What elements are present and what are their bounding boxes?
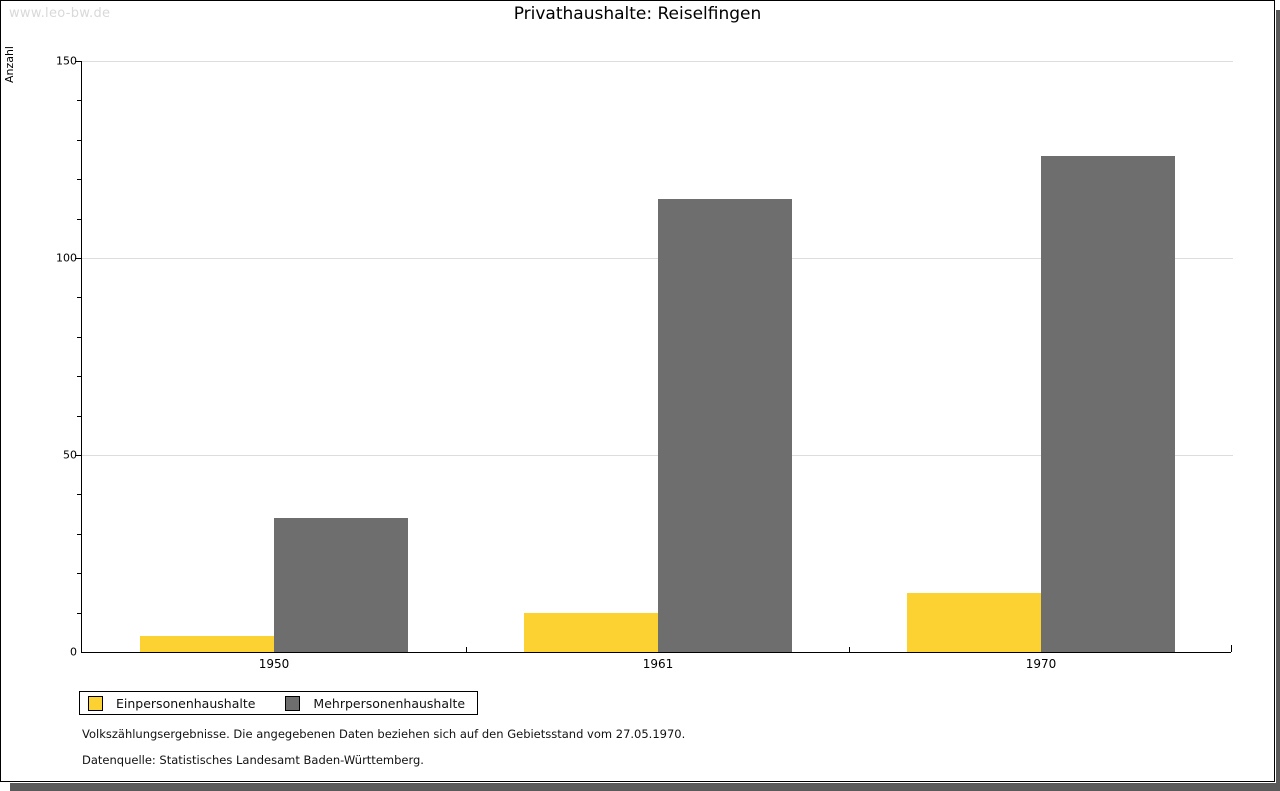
y-minor-tick-140 — [77, 100, 81, 102]
y-minor-tick-40 — [77, 494, 81, 496]
y-minor-tick-20 — [77, 573, 81, 575]
bar-1961-einpersonenhaushalte — [524, 613, 658, 652]
x-category-label-1950: 1950 — [258, 657, 290, 671]
y-major-tick-100 — [75, 258, 81, 259]
x-category-label-1961: 1961 — [642, 657, 674, 671]
y-major-tick-150 — [75, 61, 81, 62]
y-minor-tick-110 — [77, 218, 81, 220]
gridline-y-100 — [82, 258, 1233, 259]
bar-1970-mehrpersonenhaushalte — [1041, 156, 1175, 652]
y-minor-tick-70 — [77, 376, 81, 378]
x-axis-line — [81, 652, 1231, 653]
chart-title: Privathaushalte: Reiselfingen — [513, 4, 762, 24]
legend-item-mehrpersonenhaushalte: Mehrpersonenhaushalte — [285, 695, 466, 711]
y-axis-label: Anzahl — [3, 46, 16, 84]
y-tick-label-0: 0 — [70, 645, 77, 659]
bar-1950-einpersonenhaushalte — [140, 636, 274, 652]
bar-1961-mehrpersonenhaushalte — [658, 199, 792, 652]
y-minor-tick-120 — [77, 179, 81, 181]
y-minor-tick-10 — [77, 612, 81, 614]
legend-swatch-gray — [285, 695, 301, 711]
watermark-text: www.leo-bw.de — [9, 6, 111, 21]
gridline-y-150 — [82, 61, 1233, 62]
x-boundary-tick-1 — [466, 647, 467, 652]
gridline-y-50 — [82, 455, 1233, 456]
bar-1970-einpersonenhaushalte — [907, 593, 1041, 652]
y-axis-line — [81, 61, 82, 652]
y-minor-tick-30 — [77, 533, 81, 535]
y-tick-label-50: 50 — [63, 448, 77, 462]
footnote-datenquelle: Datenquelle: Statistisches Landesamt Bad… — [82, 753, 424, 767]
x-category-label-1970: 1970 — [1025, 657, 1057, 671]
legend-swatch-yellow — [88, 695, 103, 711]
y-minor-tick-60 — [77, 415, 81, 417]
y-major-tick-50 — [75, 455, 81, 456]
y-tick-label-100: 100 — [56, 251, 77, 265]
legend: Einpersonenhaushalte Mehrpersonenhaushal… — [79, 691, 479, 715]
y-minor-tick-90 — [77, 297, 81, 299]
page-shadow-right — [1276, 10, 1280, 791]
y-minor-tick-80 — [77, 336, 81, 338]
plot-area: 0 50 100 150 1950 1961 1970 — [56, 55, 1233, 671]
legend-item-einpersonenhaushalte: Einpersonenhaushalte — [88, 695, 256, 711]
legend-label: Mehrpersonenhaushalte — [313, 695, 466, 711]
legend-label: Einpersonenhaushalte — [116, 695, 256, 711]
x-boundary-tick-2 — [849, 647, 850, 652]
y-tick-label-150: 150 — [56, 54, 77, 68]
y-minor-tick-130 — [77, 139, 81, 141]
footnote-gebietsstand: Volkszählungsergebnisse. Die angegebenen… — [82, 727, 686, 741]
x-axis-end-tick — [1231, 645, 1232, 652]
bar-1950-mehrpersonenhaushalte — [274, 518, 408, 652]
page-shadow-bottom — [10, 783, 1280, 791]
